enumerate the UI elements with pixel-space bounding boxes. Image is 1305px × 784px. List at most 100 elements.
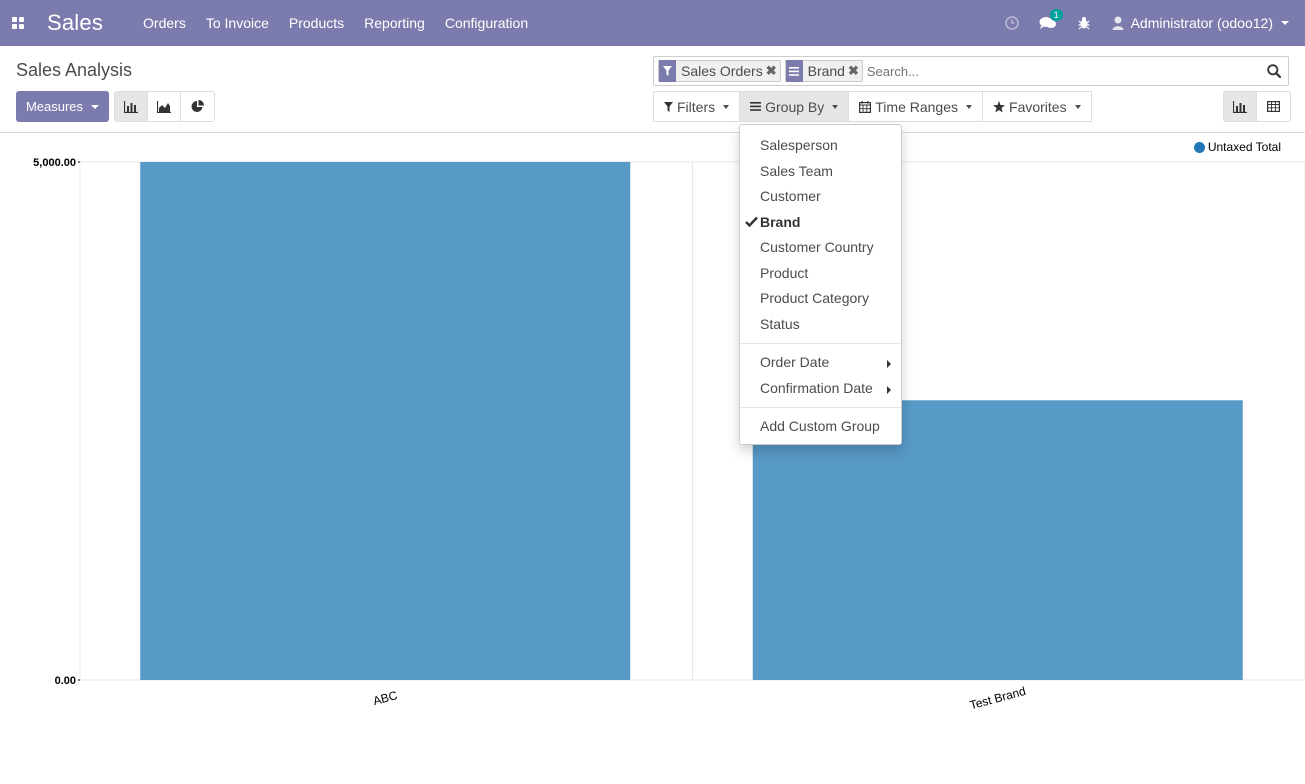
group-by-button[interactable]: Group By [739, 91, 850, 122]
page-title: Sales Analysis [16, 60, 133, 80]
chevron-down-icon [91, 104, 100, 109]
pie-chart-icon [191, 100, 204, 112]
group-by-option[interactable]: Customer [740, 184, 901, 210]
time-ranges-label: Time Ranges [875, 98, 959, 115]
checkmark-icon [745, 210, 758, 236]
facet-filter: Sales Orders ✖ [658, 60, 781, 82]
group-by-option[interactable]: Product Category [740, 286, 901, 312]
bar-chart-icon [124, 100, 138, 113]
bar-test-brand [752, 400, 1243, 680]
user-avatar-icon [1112, 16, 1124, 30]
legend-marker [1193, 141, 1205, 153]
pivot-view-button[interactable] [1257, 92, 1290, 121]
apps-menu-icon[interactable] [10, 15, 26, 31]
messages-badge: 1 [1049, 9, 1063, 21]
bar-chart-button[interactable] [115, 92, 148, 121]
measures-button[interactable]: Measures [16, 91, 109, 122]
search-input[interactable] [866, 59, 1260, 83]
facet-remove-icon[interactable]: ✖ [765, 63, 777, 78]
favorites-button[interactable]: Favorites [982, 91, 1092, 122]
calendar-icon [859, 100, 872, 113]
user-menu[interactable]: Administrator (odoo12) [1102, 0, 1305, 46]
group-by-order-date[interactable]: Order Date [740, 350, 901, 376]
search-icon[interactable] [1260, 57, 1288, 85]
chevron-down-icon [1074, 104, 1081, 109]
chevron-right-icon [887, 385, 891, 394]
y-tick-label: 5,000.00 [33, 157, 76, 169]
group-by-option[interactable]: Salesperson [740, 133, 901, 159]
menu-item-label: Product Category [760, 290, 869, 306]
chevron-down-icon [966, 104, 973, 109]
menu-item-label: Confirmation Date [760, 379, 873, 396]
group-by-dropdown: Salesperson Sales Team Customer Brand Custom… [739, 124, 902, 445]
bar-abc [140, 162, 631, 680]
dropdown-divider [740, 343, 901, 344]
chevron-down-icon [723, 104, 730, 109]
chart-legend[interactable]: Untaxed Total [1193, 140, 1281, 154]
debug-bug-icon[interactable] [1066, 0, 1102, 46]
filter-icon [659, 60, 676, 82]
group-by-option[interactable]: Customer Country [740, 235, 901, 261]
search-options: Filters Group By Time Ranges Favorites [653, 91, 1092, 122]
legend-label: Untaxed Total [1207, 140, 1281, 154]
x-tick-label: ABC [371, 688, 399, 708]
y-tick-label: 0.00 [55, 675, 76, 687]
filters-button[interactable]: Filters [653, 91, 741, 122]
facet-remove-icon[interactable]: ✖ [847, 63, 859, 78]
area-chart-icon [157, 100, 171, 113]
facet-group-by: Brand ✖ [784, 60, 863, 82]
menu-item-label: Status [760, 315, 800, 332]
graph-area: 5,000.00 0.00 ABC Test Brand Untaxed Total [0, 133, 1305, 781]
filter-icon [664, 101, 673, 112]
menu-item-label: Customer [760, 188, 821, 204]
chevron-right-icon [887, 360, 891, 368]
menu-item-label: Salesperson [760, 137, 838, 153]
group-by-confirmation-date[interactable]: Confirmation Date [740, 376, 901, 402]
pie-chart-button[interactable] [181, 92, 214, 121]
group-by-option[interactable]: Sales Team [740, 159, 901, 185]
star-icon [993, 100, 1006, 112]
messages-icon[interactable]: 1 [1030, 0, 1066, 46]
menu-item-label: Add Custom Group [760, 418, 880, 434]
menu-item-label: Product [760, 264, 809, 281]
group-by-option[interactable]: Brand [740, 210, 901, 236]
menu-orders[interactable]: Orders [143, 15, 186, 31]
group-by-option[interactable]: Status [740, 312, 901, 338]
chevron-down-icon [832, 104, 839, 109]
app-name: Sales [47, 10, 104, 35]
menu-item-label: Customer Country [760, 239, 874, 255]
user-name: Administrator (odoo12) [1130, 15, 1273, 31]
group-by-label: Group By [765, 98, 825, 115]
activity-clock-icon[interactable] [994, 0, 1030, 46]
facet-label: Sales Orders [681, 63, 763, 79]
measures-label: Measures [25, 99, 84, 114]
group-by-option[interactable]: Product [740, 261, 901, 287]
search-view: Sales Orders ✖ Brand ✖ [653, 56, 1289, 86]
menu-item-label: Brand [760, 213, 801, 230]
line-chart-button[interactable] [148, 92, 181, 121]
top-navbar: Sales Orders To Invoice Products Reporti… [0, 0, 1305, 46]
graph-type-switcher [114, 91, 215, 122]
graph-view-button[interactable] [1224, 92, 1257, 121]
menu-configuration[interactable]: Configuration [444, 15, 529, 31]
add-custom-group[interactable]: Add Custom Group [740, 414, 901, 440]
table-icon [1267, 101, 1280, 112]
x-tick-label: Test Brand [968, 684, 1027, 712]
group-by-icon [785, 60, 803, 82]
filters-label: Filters [677, 98, 716, 115]
chevron-down-icon [1281, 21, 1289, 25]
dropdown-divider [740, 407, 901, 408]
menu-products[interactable]: Products [288, 15, 345, 31]
group-by-icon [750, 102, 762, 111]
control-panel: Sales Analysis Measures Sales Orders ✖ B… [0, 46, 1305, 133]
bar-chart-icon [1233, 100, 1247, 113]
menu-to-invoice[interactable]: To Invoice [205, 15, 269, 31]
menu-item-label: Sales Team [760, 162, 833, 179]
view-switcher [1223, 91, 1291, 122]
bar-chart: 5,000.00 0.00 ABC Test Brand [33, 157, 1305, 712]
menu-reporting[interactable]: Reporting [364, 15, 425, 31]
time-ranges-button[interactable]: Time Ranges [848, 91, 984, 122]
menu-item-label: Order Date [760, 354, 830, 370]
favorites-label: Favorites [1009, 98, 1067, 115]
facet-label: Brand [807, 63, 845, 79]
